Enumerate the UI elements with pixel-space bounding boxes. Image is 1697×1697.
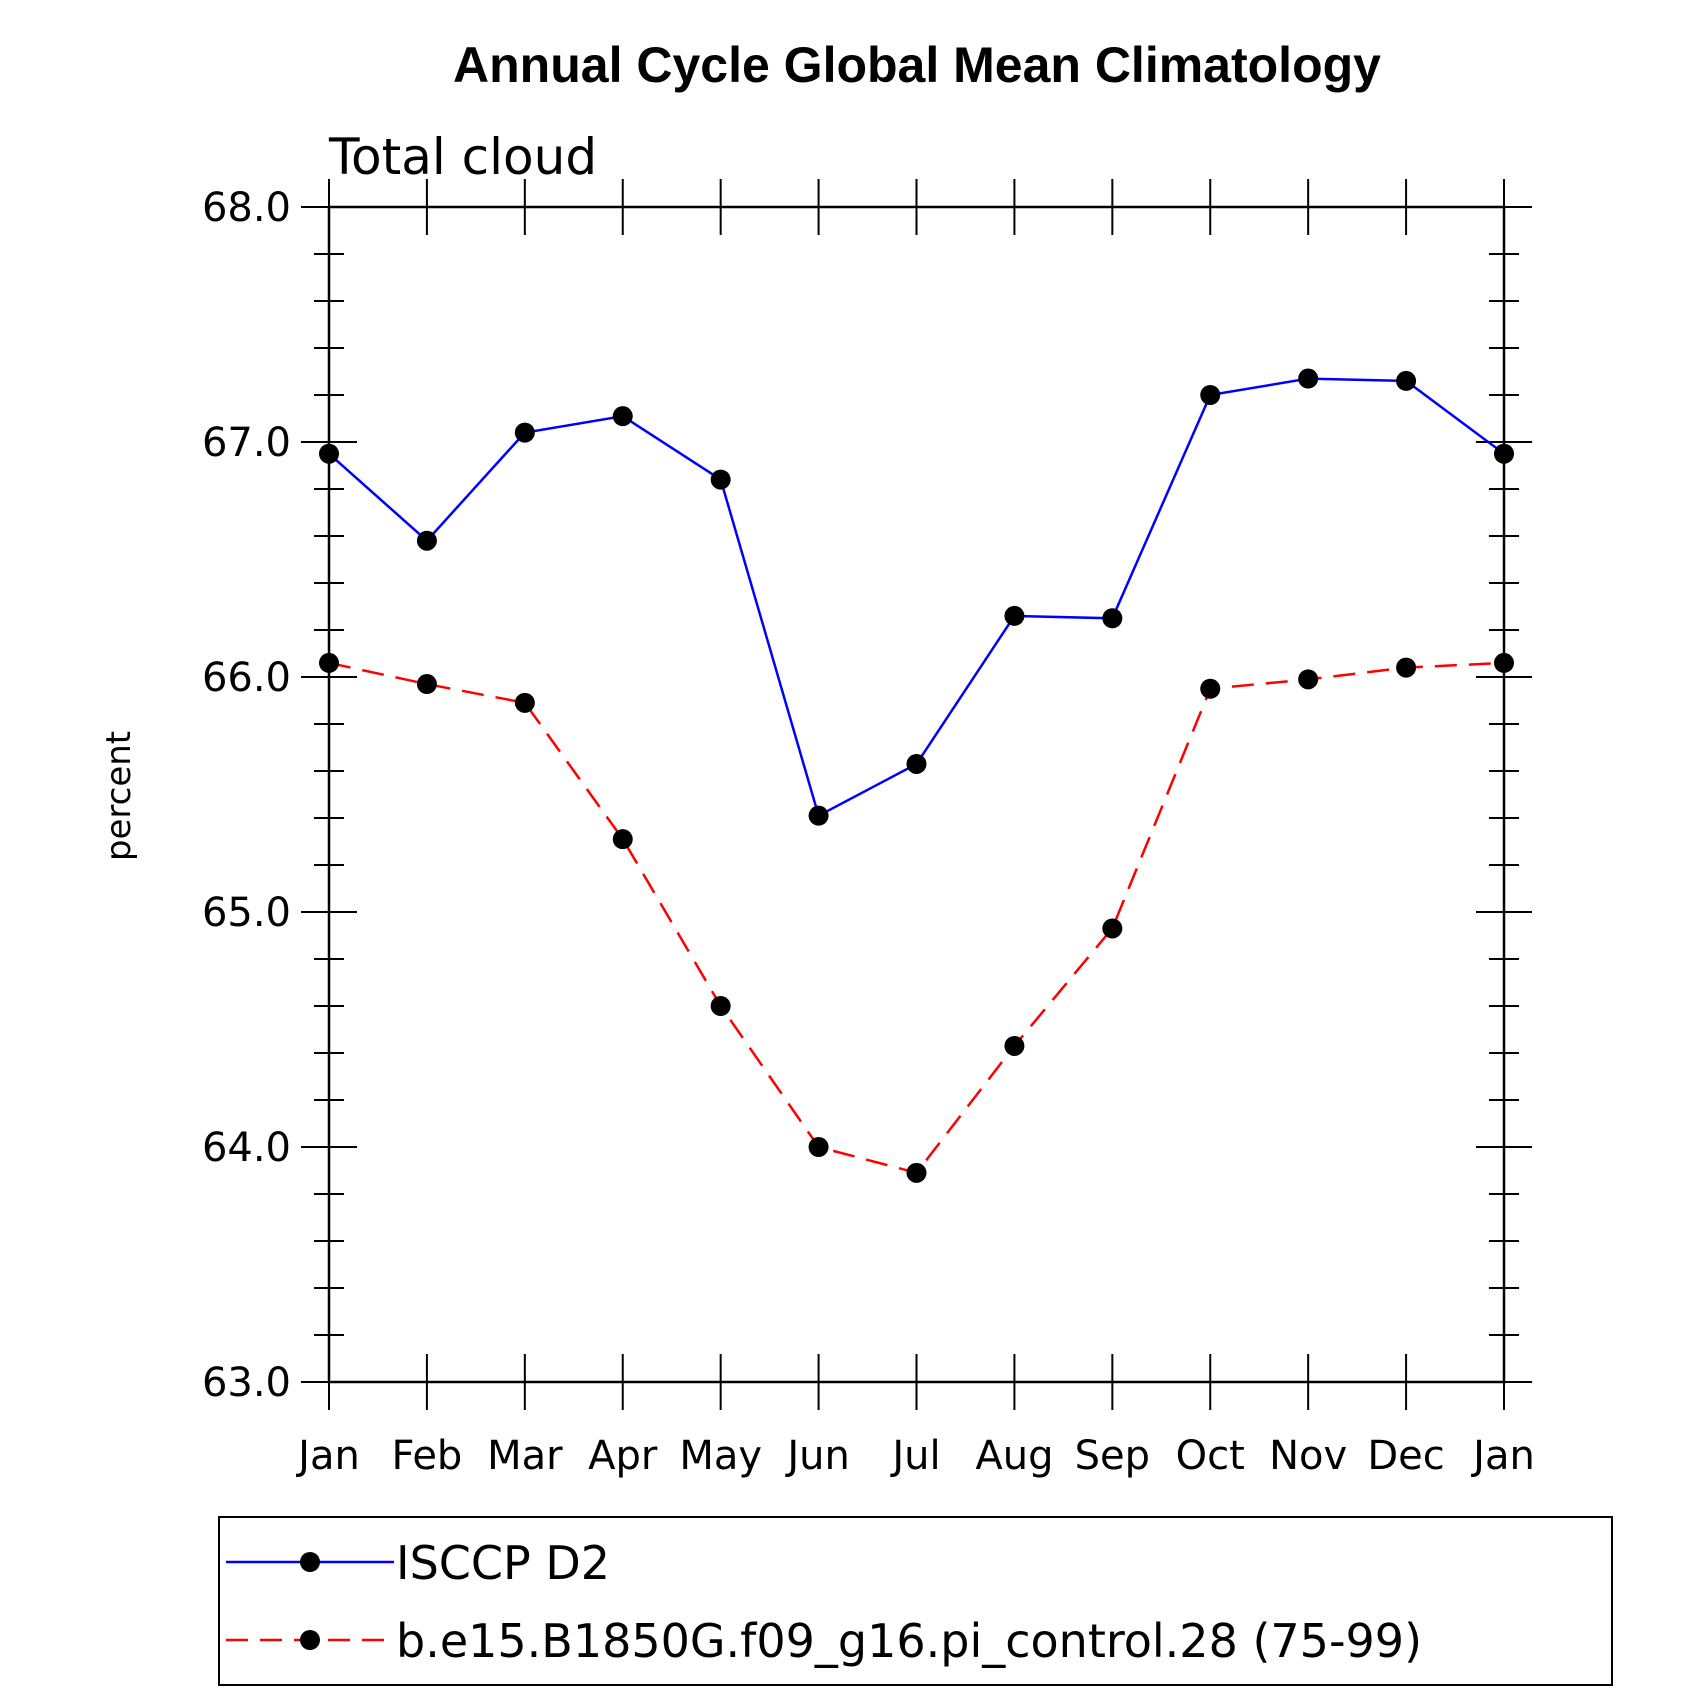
axis-ticks: [301, 179, 1532, 1410]
plot-frame: [327, 205, 1506, 1384]
y-tick-label: 68.0: [202, 185, 291, 231]
chart-subtitle: Total cloud: [328, 128, 597, 186]
series-1-point: [1004, 1035, 1025, 1056]
legend-item-model: b.e15.B1850G.f09_g16.pi_control.28 (75-9…: [226, 1614, 1422, 1668]
legend-label-model: b.e15.B1850G.f09_g16.pi_control.28 (75-9…: [396, 1614, 1422, 1668]
chart-title: Annual Cycle Global Mean Climatology: [453, 37, 1381, 93]
series-1-point: [808, 1137, 829, 1157]
series-0-point: [808, 805, 829, 826]
legend-marker-isccp: [300, 1552, 320, 1572]
series-0-point: [319, 443, 339, 464]
series-1-point: [1102, 918, 1123, 939]
series-1-point: [710, 996, 731, 1016]
legend-marker-model: [300, 1630, 320, 1650]
x-tick-label: Apr: [588, 1433, 658, 1479]
series-0-point: [1298, 368, 1319, 389]
series-1-point: [416, 674, 437, 695]
series-1-point: [1200, 678, 1221, 699]
x-tick-label: Jan: [1470, 1433, 1535, 1479]
y-axis-label: percent: [99, 731, 139, 861]
series-1-point: [1494, 652, 1514, 673]
series-1-point: [906, 1162, 927, 1183]
series-0-point: [514, 422, 535, 443]
series-0-point: [1004, 605, 1025, 626]
y-tick-labels: 63.0 64.0 65.0 66.0 67.0 68.0: [202, 185, 291, 1406]
x-tick-label: Feb: [392, 1433, 463, 1479]
series-1-point: [514, 692, 535, 713]
legend-label-isccp: ISCCP D2: [396, 1536, 610, 1590]
series-0-point: [1200, 385, 1221, 405]
x-tick-label: Nov: [1269, 1433, 1347, 1479]
legend-item-isccp: ISCCP D2: [226, 1536, 610, 1590]
x-tick-label: Mar: [487, 1433, 563, 1479]
series-1-point: [1396, 657, 1417, 678]
series-layer: [319, 368, 1514, 1183]
series-0-point: [1102, 608, 1123, 629]
x-tick-label: Jun: [784, 1433, 850, 1479]
y-tick-label: 67.0: [202, 420, 291, 466]
x-tick-label: Jul: [889, 1433, 940, 1479]
x-tick-labels: Jan Feb Mar Apr May Jun Jul Aug Sep Oct Nov Dec Jan: [295, 1433, 1535, 1479]
y-tick-label: 65.0: [202, 890, 291, 936]
x-tick-label: Oct: [1176, 1433, 1245, 1479]
series-line-1: [328, 661, 1505, 1175]
x-tick-label: May: [679, 1433, 762, 1479]
y-tick-label: 63.0: [202, 1360, 291, 1406]
series-line-0: [328, 377, 1505, 818]
x-tick-label: Dec: [1367, 1433, 1444, 1479]
series-0-point: [1494, 443, 1514, 464]
x-tick-label: Aug: [975, 1433, 1053, 1479]
y-tick-label: 66.0: [202, 655, 291, 701]
series-0-point: [416, 530, 437, 551]
series-0-point: [1396, 370, 1417, 391]
series-0-point: [612, 406, 633, 427]
series-1-point: [1298, 669, 1319, 690]
series-1-point: [612, 829, 633, 850]
legend-box: [218, 1516, 1613, 1686]
x-tick-label: Jan: [295, 1433, 360, 1479]
y-tick-label: 64.0: [202, 1125, 291, 1171]
series-0-point: [710, 469, 731, 490]
series-1-point: [319, 652, 339, 673]
series-0-point: [906, 753, 927, 774]
x-tick-label: Sep: [1075, 1433, 1150, 1479]
